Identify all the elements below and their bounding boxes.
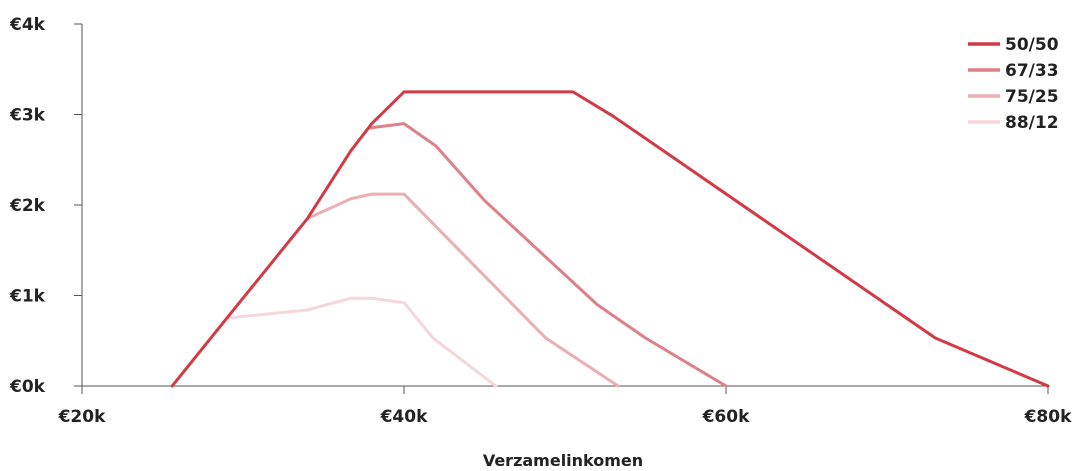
legend-label: 88/12 [1005,113,1059,133]
legend: 50/50 67/33 75/25 88/12 [968,35,1059,133]
legend-label: 50/50 [1005,35,1059,55]
plot-series [170,90,1050,388]
x-tick-label: €80k [1024,407,1072,427]
y-tick-label: €3k [9,106,46,126]
y-tick-label: €0k [9,377,46,397]
series-line-67-33 [367,122,728,388]
axes: €0k €1k €2k €3k €4k €20k €40k €60k €80k [9,15,1072,427]
series-line-88-12 [225,296,498,388]
x-tick-label: €60k [702,407,750,427]
x-tick-label: €40k [380,407,428,427]
legend-label: 75/25 [1005,87,1059,107]
y-tick-label: €2k [9,196,46,216]
legend-label: 67/33 [1005,61,1059,81]
x-tick-label: €20k [58,407,106,427]
x-axis-title: Verzamelinkomen [483,451,643,470]
series-line-50-50 [170,90,1050,388]
series-line-75-25 [305,192,620,388]
y-tick-label: €4k [9,15,46,35]
y-tick-label: €1k [9,287,46,307]
